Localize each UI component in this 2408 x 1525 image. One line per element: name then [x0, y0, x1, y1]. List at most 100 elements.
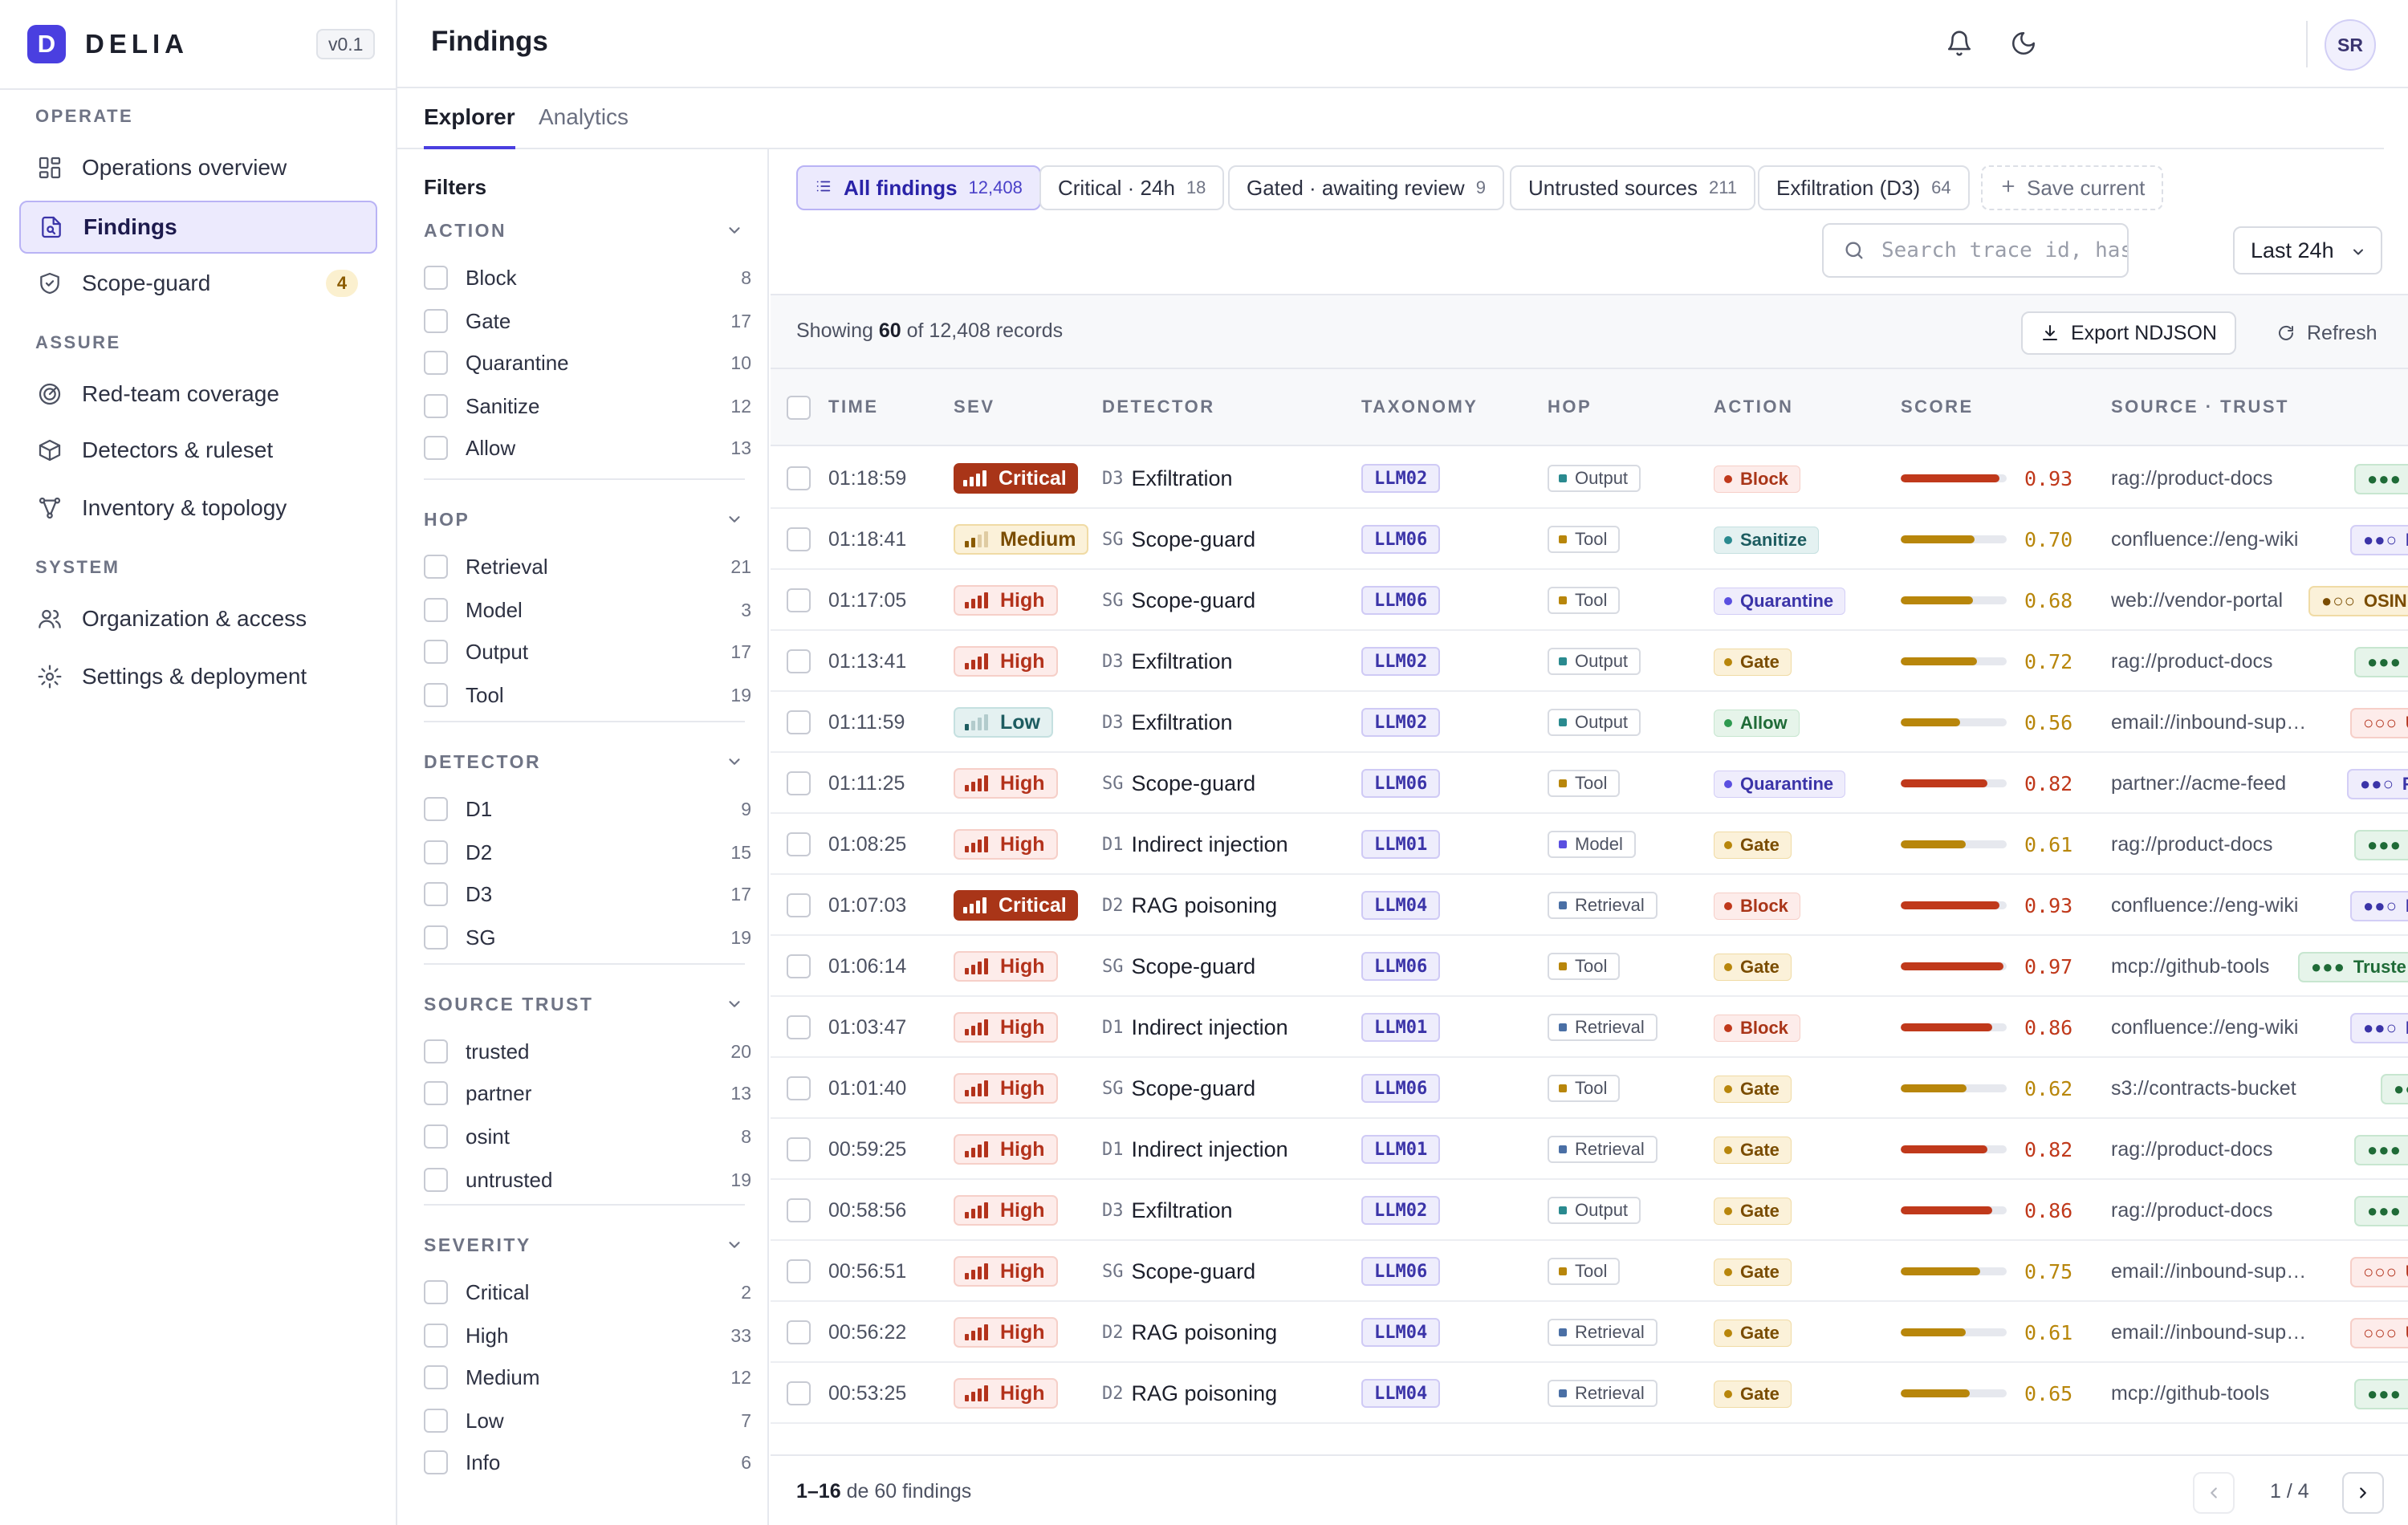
filter-option-retrieval[interactable]: Retrieval 21: [424, 552, 751, 581]
row-checkbox[interactable]: [787, 1180, 811, 1241]
select-all-checkbox[interactable]: [787, 377, 811, 438]
sidebar-item-scope-guard[interactable]: Scope-guard 4: [19, 257, 377, 310]
brand[interactable]: D DELIA: [27, 24, 189, 64]
view-chip-gated-awaiting-review[interactable]: Gated · awaiting review 9: [1228, 165, 1504, 210]
source-uri[interactable]: rag://product-docs: [2111, 467, 2273, 490]
view-chip-all-findings[interactable]: All findings 12,408: [796, 165, 1041, 210]
table-row[interactable]: 00:59:25 High D1 Indirect injection LLM01 Ret…: [771, 1119, 2408, 1180]
filter-option-sanitize[interactable]: Sanitize 12: [424, 392, 751, 421]
filter-option-model[interactable]: Model 3: [424, 596, 751, 624]
table-row[interactable]: 00:56:51 High SG Scope-guard LLM06 Tool Gate 0.…: [771, 1241, 2408, 1302]
filter-option-tool[interactable]: Tool 19: [424, 681, 751, 710]
tab-explorer[interactable]: Explorer: [424, 104, 515, 149]
table-row[interactable]: 01:01:40 High SG Scope-guard LLM06 Tool Gate 0.…: [771, 1058, 2408, 1119]
sidebar-item-detectors-ruleset[interactable]: Detectors & ruleset: [19, 424, 377, 477]
source-uri[interactable]: confluence://eng-wiki: [2111, 1016, 2299, 1039]
table-row[interactable]: 01:07:03 Critical D2 RAG poisoning LLM04 Retr…: [771, 875, 2408, 936]
filter-checkbox[interactable]: [424, 1168, 448, 1192]
row-checkbox[interactable]: [787, 753, 811, 814]
sidebar-item-settings-deployment[interactable]: Settings & deployment: [19, 650, 377, 703]
view-chip-save-current[interactable]: Save current: [1981, 165, 2164, 210]
filter-checkbox[interactable]: [424, 598, 448, 622]
table-row[interactable]: 01:13:41 High D3 Exfiltration LLM02 Output Gat…: [771, 631, 2408, 692]
source-uri[interactable]: rag://product-docs: [2111, 833, 2273, 856]
table-row[interactable]: 01:11:59 Low D3 Exfiltration LLM02 Output Allo…: [771, 692, 2408, 753]
filter-group-severity[interactable]: SEVERITY: [424, 1234, 745, 1256]
filter-group-hop[interactable]: HOP: [424, 509, 745, 531]
source-uri[interactable]: rag://product-docs: [2111, 650, 2273, 673]
filter-checkbox[interactable]: [424, 640, 448, 664]
filter-option-high[interactable]: High 33: [424, 1321, 751, 1350]
tab-analytics[interactable]: Analytics: [539, 104, 629, 129]
column-time[interactable]: TIME: [828, 396, 879, 417]
filter-option-low[interactable]: Low 7: [424, 1406, 751, 1435]
table-row[interactable]: 01:03:47 High D1 Indirect injection LLM01 Ret…: [771, 997, 2408, 1058]
source-uri[interactable]: mcp://github-tools: [2111, 1382, 2270, 1405]
filter-checkbox[interactable]: [424, 1324, 448, 1348]
sidebar-item-findings[interactable]: Findings: [19, 201, 377, 254]
source-uri[interactable]: rag://product-docs: [2111, 1138, 2273, 1161]
export-ndjson-button[interactable]: Export NDJSON: [2021, 311, 2236, 355]
refresh-button[interactable]: Refresh: [2259, 311, 2395, 355]
filter-checkbox[interactable]: [424, 925, 448, 950]
filter-checkbox[interactable]: [424, 882, 448, 906]
filter-option-trusted[interactable]: trusted 20: [424, 1037, 751, 1066]
filter-checkbox[interactable]: [424, 351, 448, 375]
row-checkbox[interactable]: [787, 631, 811, 692]
filter-option-medium[interactable]: Medium 12: [424, 1363, 751, 1392]
sidebar-item-operations-overview[interactable]: Operations overview: [19, 141, 377, 194]
filter-option-d3[interactable]: D3 17: [424, 880, 751, 909]
filter-checkbox[interactable]: [424, 1039, 448, 1063]
filter-option-block[interactable]: Block 8: [424, 263, 751, 292]
table-row[interactable]: 01:11:25 High SG Scope-guard LLM06 Tool Quaran…: [771, 753, 2408, 814]
row-checkbox[interactable]: [787, 1119, 811, 1180]
filter-checkbox[interactable]: [424, 683, 448, 707]
table-row[interactable]: 01:08:25 High D1 Indirect injection LLM01 Mod…: [771, 814, 2408, 875]
source-uri[interactable]: email://inbound-sup…: [2111, 1321, 2307, 1344]
column-taxonomy[interactable]: TAXONOMY: [1361, 396, 1479, 417]
row-checkbox[interactable]: [787, 1058, 811, 1119]
column-score[interactable]: SCORE: [1901, 396, 1974, 417]
source-uri[interactable]: email://inbound-sup…: [2111, 1260, 2307, 1283]
row-checkbox[interactable]: [787, 814, 811, 875]
filter-checkbox[interactable]: [424, 797, 448, 821]
source-uri[interactable]: partner://acme-feed: [2111, 772, 2287, 795]
row-checkbox[interactable]: [787, 509, 811, 570]
user-avatar[interactable]: SR: [2325, 19, 2376, 71]
filter-checkbox[interactable]: [424, 1280, 448, 1304]
filter-option-gate[interactable]: Gate 17: [424, 307, 751, 336]
table-row[interactable]: 00:53:25 High D2 RAG poisoning LLM04 Retrieva…: [771, 1363, 2408, 1424]
view-chip-untrusted-sources[interactable]: Untrusted sources 211: [1510, 165, 1756, 210]
row-checkbox[interactable]: [787, 1241, 811, 1302]
prev-page-button[interactable]: [2193, 1472, 2235, 1514]
row-checkbox[interactable]: [787, 570, 811, 631]
next-page-button[interactable]: [2342, 1472, 2384, 1514]
notifications-bell-icon[interactable]: [1938, 22, 1980, 64]
row-checkbox[interactable]: [787, 997, 811, 1058]
filter-checkbox[interactable]: [424, 555, 448, 579]
table-row[interactable]: 01:18:59 Critical D3 Exfiltration LLM02 Outpu…: [771, 448, 2408, 509]
search-input[interactable]: Search trace id, hash, detector…: [1822, 223, 2129, 278]
row-checkbox[interactable]: [787, 875, 811, 936]
filter-option-allow[interactable]: Allow 13: [424, 433, 751, 462]
filter-option-sg[interactable]: SG 19: [424, 923, 751, 952]
row-checkbox[interactable]: [787, 936, 811, 997]
filter-option-info[interactable]: Info 6: [424, 1448, 751, 1477]
column-sev[interactable]: SEV: [954, 396, 995, 417]
sidebar-item-organization-access[interactable]: Organization & access: [19, 592, 377, 645]
table-row[interactable]: 00:58:56 High D3 Exfiltration LLM02 Output Gat…: [771, 1180, 2408, 1241]
filter-option-output[interactable]: Output 17: [424, 637, 751, 666]
filter-checkbox[interactable]: [424, 436, 448, 460]
filter-group-action[interactable]: ACTION: [424, 220, 745, 242]
source-uri[interactable]: email://inbound-sup…: [2111, 711, 2307, 734]
source-uri[interactable]: rag://product-docs: [2111, 1199, 2273, 1222]
row-checkbox[interactable]: [787, 448, 811, 509]
filter-checkbox[interactable]: [424, 840, 448, 864]
filter-option-osint[interactable]: osint 8: [424, 1122, 751, 1151]
sidebar-item-inventory-topology[interactable]: Inventory & topology: [19, 482, 377, 535]
row-checkbox[interactable]: [787, 1302, 811, 1363]
dark-mode-moon-icon[interactable]: [2003, 22, 2044, 64]
filter-group-source-trust[interactable]: SOURCE TRUST: [424, 994, 745, 1015]
sidebar-item-red-team-coverage[interactable]: Red-team coverage: [19, 368, 377, 421]
filter-option-d2[interactable]: D2 15: [424, 838, 751, 867]
